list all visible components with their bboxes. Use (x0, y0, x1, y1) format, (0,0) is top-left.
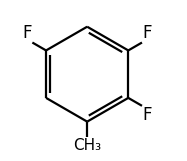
Text: F: F (143, 106, 152, 124)
Text: F: F (22, 24, 32, 42)
Text: CH₃: CH₃ (73, 138, 101, 153)
Text: F: F (143, 24, 152, 42)
